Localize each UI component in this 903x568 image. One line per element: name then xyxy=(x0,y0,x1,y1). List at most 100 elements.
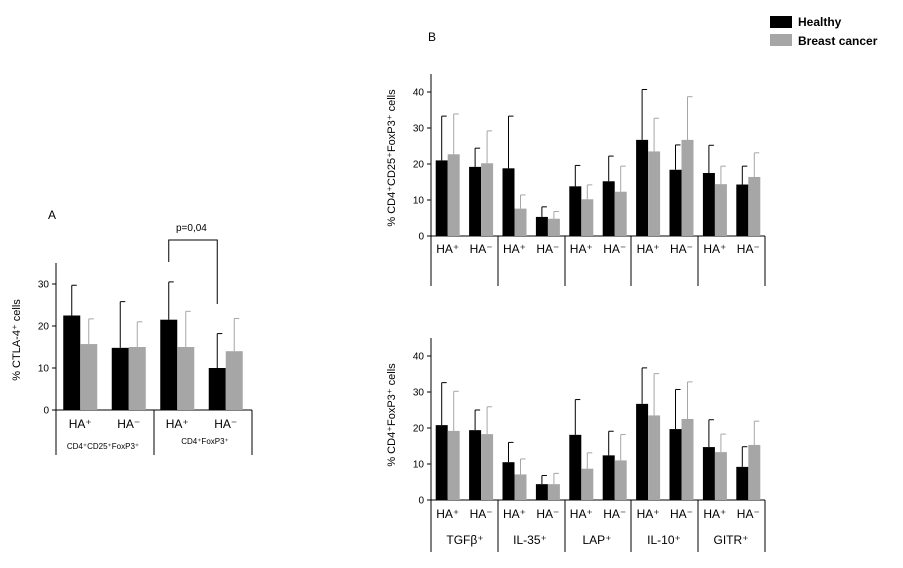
panel-b-y-tick-label: 40 xyxy=(413,88,425,99)
panel-c-bar-healthy xyxy=(502,462,515,500)
panel-b-category-label: HA⁻ xyxy=(536,242,559,256)
panel-a-bar-healthy xyxy=(63,315,81,410)
panel-c-y-tick-label: 30 xyxy=(413,388,425,399)
panel-a-bar-breast-cancer xyxy=(128,347,146,410)
panel-b-category-label: HA⁻ xyxy=(737,242,760,256)
group-label-cd4-cd25-foxp3: CD4⁺CD25⁺FoxP3⁺ xyxy=(67,442,139,451)
panel-b-category-label: HA⁻ xyxy=(470,242,493,256)
panel-b-bar-breast-cancer xyxy=(547,218,560,236)
panel-b-y-tick-label: 20 xyxy=(413,160,425,171)
panel-b-bar-breast-cancer xyxy=(447,154,460,236)
panel-a-y-tick-label: 20 xyxy=(38,322,50,333)
panel-b-y-tick-label: 10 xyxy=(413,196,425,207)
panel-letter-b: B xyxy=(428,30,436,44)
panel-a-category-label: HA⁺ xyxy=(166,417,189,431)
panel-c-category-label: HA⁺ xyxy=(703,507,726,521)
panel-b-bar-breast-cancer xyxy=(581,199,594,236)
panel-c-bar-breast-cancer xyxy=(681,419,694,500)
panel-b-bar-healthy xyxy=(736,184,749,236)
panel-b-bar-breast-cancer xyxy=(514,208,527,236)
panel-c-category-label: HA⁺ xyxy=(436,507,459,521)
panel-c-category-label: HA⁻ xyxy=(536,507,559,521)
panel-b-bar-healthy xyxy=(702,173,715,236)
panel-c-bar-healthy xyxy=(535,484,548,500)
panel-c-category-label: HA⁻ xyxy=(470,507,493,521)
panel-c-category-label: HA⁺ xyxy=(637,507,660,521)
panel-c-bar-healthy xyxy=(569,434,582,500)
panel-c-bar-healthy xyxy=(469,430,482,500)
panel-b-bar-healthy xyxy=(469,166,482,236)
legend-label-healthy: Healthy xyxy=(798,15,842,29)
panel-b-bar-breast-cancer xyxy=(648,151,661,236)
panel-a-bar-breast-cancer xyxy=(80,344,98,410)
panel-c-bar-breast-cancer xyxy=(447,430,460,500)
panel-a-y-tick-label: 10 xyxy=(38,364,50,375)
panel-b-bar-breast-cancer xyxy=(481,163,494,236)
panel-c-bar-healthy xyxy=(669,429,682,500)
panel-b-y-tick-label: 30 xyxy=(413,124,425,135)
panel-b-bar-breast-cancer xyxy=(614,191,627,236)
panel-c-bar-breast-cancer xyxy=(514,474,527,500)
panel-c-category-label: HA⁺ xyxy=(503,507,526,521)
panel-c-category-label: HA⁻ xyxy=(670,507,693,521)
panel-b-bar-healthy xyxy=(535,216,548,236)
panel-a-category-label: HA⁻ xyxy=(214,417,237,431)
panel-c-bar-breast-cancer xyxy=(648,415,661,500)
panel-a-category-label: HA⁻ xyxy=(117,417,140,431)
panel-b-bar-healthy xyxy=(569,186,582,236)
panel-a-category-label: HA⁺ xyxy=(69,417,92,431)
panel-c-bar-healthy xyxy=(736,466,749,500)
panel-c-bar-healthy xyxy=(702,447,715,500)
group-label-cd4-foxp3: CD4⁺FoxP3⁺ xyxy=(181,437,229,446)
panel-c-category-label: HA⁻ xyxy=(603,507,626,521)
panel-c-bar-breast-cancer xyxy=(547,484,560,500)
panel-b-bar-breast-cancer xyxy=(748,176,761,236)
panel-c-y-tick-label: 0 xyxy=(418,496,424,507)
panel-a-y-tick-label: 30 xyxy=(38,280,50,291)
panel-a-y-tick-label: 0 xyxy=(43,406,49,417)
group-label-lap: LAP⁺ xyxy=(582,533,611,547)
legend-swatch-healthy xyxy=(770,16,792,28)
panel-b-bar-healthy xyxy=(636,139,649,236)
panel-c-y-tick-label: 10 xyxy=(413,460,425,471)
panel-a-bar-breast-cancer xyxy=(225,351,243,410)
panel-b-category-label: HA⁺ xyxy=(436,242,459,256)
panel-c-category-label: HA⁻ xyxy=(737,507,760,521)
p-value-annotation: p=0,04 xyxy=(176,223,207,234)
panel-b-category-label: HA⁺ xyxy=(570,242,593,256)
panel-b-bar-healthy xyxy=(502,168,515,236)
group-label-tgfb: TGFβ⁺ xyxy=(446,533,483,547)
panel-b-bar-breast-cancer xyxy=(681,139,694,236)
panel-c-bar-healthy xyxy=(602,455,615,500)
legend-label-breast-cancer: Breast cancer xyxy=(798,34,878,48)
panel-c-bar-breast-cancer xyxy=(748,444,761,500)
panel-c-bar-breast-cancer xyxy=(581,468,594,500)
panel-b-bar-healthy xyxy=(602,181,615,236)
legend: Healthy Breast cancer xyxy=(770,15,878,48)
panel-a-y-axis-title: % CTLA-4⁺ cells xyxy=(11,299,23,381)
panel-b-category-label: HA⁻ xyxy=(670,242,693,256)
panel-c-category-label: HA⁺ xyxy=(570,507,593,521)
panel-b-category-label: HA⁺ xyxy=(703,242,726,256)
panel-b-y-tick-label: 0 xyxy=(418,232,424,243)
p-value-bracket xyxy=(168,239,218,304)
panel-b-category-label: HA⁺ xyxy=(503,242,526,256)
panel-c-y-tick-label: 20 xyxy=(413,424,425,435)
panel-b-bar-healthy xyxy=(669,169,682,236)
group-label-gitr: GITR⁺ xyxy=(714,533,749,547)
panel-letter-a: A xyxy=(48,208,56,222)
panel-a-bar-breast-cancer xyxy=(177,347,195,410)
panel-c-bar-healthy xyxy=(435,425,448,500)
group-label-il35: IL-35⁺ xyxy=(513,533,547,547)
panel-c-y-tick-label: 40 xyxy=(413,352,425,363)
panel-b-bar-healthy xyxy=(435,160,448,236)
panel-b-category-label: HA⁺ xyxy=(637,242,660,256)
panel-c-bar-breast-cancer xyxy=(714,452,727,500)
legend-swatch-breast-cancer xyxy=(770,34,792,46)
panel-a-bar-healthy xyxy=(111,347,129,410)
panel-c-bar-breast-cancer xyxy=(614,460,627,500)
panel-a-bar-healthy xyxy=(208,368,226,410)
panel-a-bar-healthy xyxy=(160,319,178,410)
panel-b-y-axis-title: % CD4⁺CD25⁺FoxP3⁺ cells xyxy=(386,89,398,227)
